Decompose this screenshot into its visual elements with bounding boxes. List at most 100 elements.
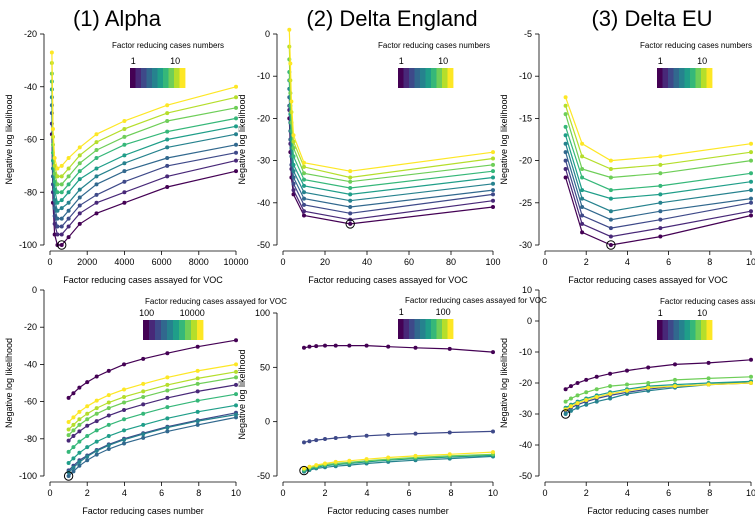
data-point [563, 103, 568, 108]
data-point [234, 382, 238, 387]
legend-swatch [168, 68, 175, 88]
data-point [749, 209, 753, 214]
data-point [584, 398, 589, 403]
series-line-5 [288, 88, 494, 202]
data-point [563, 158, 568, 163]
y-tick-label: -100 [19, 471, 37, 481]
data-point [165, 382, 170, 387]
data-point [234, 132, 238, 137]
data-point [302, 190, 306, 195]
legend-swatch [403, 68, 410, 88]
legend-swatch [668, 68, 674, 88]
data-point [563, 412, 568, 416]
data-point [624, 391, 629, 396]
data-point [234, 362, 238, 367]
legend-tick-label: 10 [438, 56, 448, 66]
data-point [364, 343, 369, 348]
panel-bottom-alpha: 0 2 4 6 8 10 -100 -80 -60 -40 -20 0 Factor reducing … [4, 285, 287, 516]
data-point [165, 351, 170, 356]
data-point [94, 174, 99, 179]
data-point [122, 142, 127, 147]
y-axis-label: Negative log likelihood [4, 94, 14, 184]
legend-swatch [409, 68, 415, 88]
data-point [706, 376, 711, 381]
y-axis-label: Negative log likelihood [237, 94, 247, 184]
data-point [71, 445, 76, 450]
data-point [94, 428, 99, 433]
data-point [106, 393, 111, 398]
data-point [195, 409, 200, 414]
data-point [333, 343, 338, 348]
data-point [71, 422, 76, 427]
y-tick-label: -60 [24, 397, 37, 407]
data-point [85, 458, 90, 463]
data-point [106, 443, 111, 448]
y-tick-label: -50 [519, 471, 532, 481]
data-point [608, 167, 613, 172]
data-point [141, 381, 146, 386]
data-point [55, 208, 60, 213]
data-point [77, 195, 82, 200]
data-point [608, 209, 613, 214]
data-point [122, 394, 127, 399]
series-line-10 [565, 97, 752, 162]
data-point [314, 438, 319, 443]
x-tick-label: 8 [196, 488, 201, 498]
data-point [580, 230, 585, 235]
data-point [71, 456, 76, 461]
data-point [106, 400, 111, 405]
data-point [386, 344, 391, 349]
data-point [291, 188, 296, 193]
data-point [66, 155, 71, 160]
x-tick-label: 0 [47, 257, 52, 267]
legend-swatch [695, 68, 702, 88]
data-point [575, 393, 580, 398]
legend-swatch [673, 68, 680, 88]
data-point [658, 226, 663, 231]
data-point [85, 411, 90, 416]
data-point [491, 429, 495, 434]
legend-swatch [662, 68, 669, 88]
x-tick-label: 2 [85, 488, 90, 498]
data-point [59, 190, 64, 195]
data-point [307, 464, 312, 469]
data-point [413, 345, 418, 350]
legend-swatch [409, 319, 415, 339]
x-tick-label: 40 [362, 257, 372, 267]
data-point [94, 155, 99, 160]
data-point [491, 175, 495, 180]
y-tick-label: 100 [255, 308, 270, 318]
data-point [66, 395, 71, 400]
y-tick-label: -5 [524, 29, 532, 39]
data-point [71, 415, 76, 420]
series-line-200 [68, 412, 237, 471]
data-point [291, 175, 296, 180]
data-point [141, 435, 146, 440]
data-point [608, 391, 613, 396]
data-point [94, 419, 99, 424]
data-point [52, 232, 57, 237]
data-point [347, 434, 352, 439]
y-tick-label: -25 [519, 198, 532, 208]
data-point [234, 169, 238, 174]
data-point [580, 175, 585, 180]
data-point [580, 205, 585, 210]
data-point [646, 385, 651, 390]
x-tick-label: 0 [280, 257, 285, 267]
data-point [608, 234, 613, 239]
data-point [234, 375, 238, 380]
legend-tick-label: 1 [658, 308, 663, 318]
data-point [608, 196, 613, 201]
data-point [94, 192, 99, 197]
data-point [165, 375, 170, 380]
data-point [94, 411, 99, 416]
data-point [165, 416, 170, 421]
series-line-6 [565, 135, 752, 200]
data-point [77, 460, 82, 465]
series-line-12800 [68, 371, 237, 430]
data-point [55, 200, 60, 205]
data-point [658, 217, 663, 222]
data-point [291, 139, 296, 144]
series-line-10 [288, 29, 494, 172]
data-point [594, 399, 599, 404]
